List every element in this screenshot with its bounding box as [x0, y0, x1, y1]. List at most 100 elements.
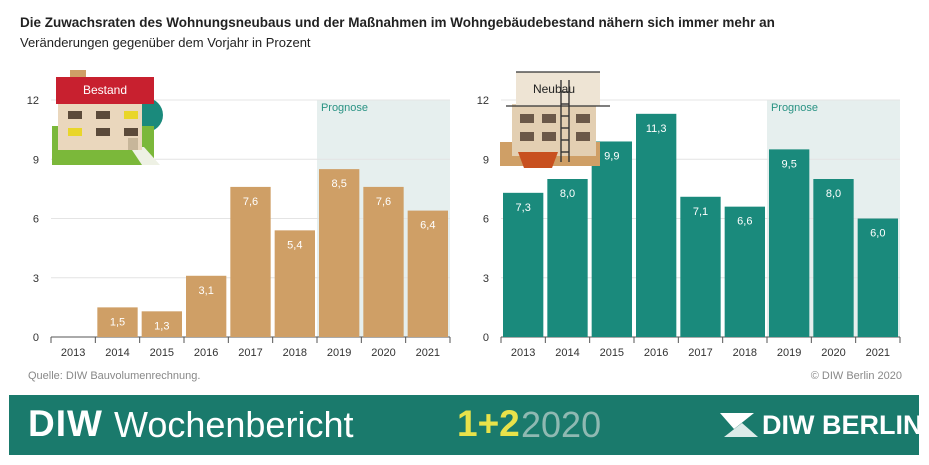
copyright-note: © DIW Berlin 2020 [810, 370, 902, 382]
bar-value-label: 7,6 [243, 196, 258, 208]
wheelbarrow-icon [518, 152, 558, 168]
bar-value-label: 8,5 [332, 178, 347, 190]
y-tick-label: 9 [33, 154, 39, 166]
bar [813, 179, 854, 337]
window-shape [96, 111, 110, 119]
window-shape [96, 128, 110, 136]
bar-value-label: 6,4 [420, 220, 435, 232]
y-tick-label: 12 [27, 95, 39, 107]
bar [591, 141, 632, 337]
chart-title: Die Zuwachsraten des Wohnungsneubaus und… [20, 15, 775, 30]
prognose-label: Prognose [771, 102, 818, 114]
bar-value-label: 7,3 [516, 202, 531, 214]
diw-berlin-logo: DIW BERLIN [720, 409, 922, 441]
window-shape [542, 114, 556, 123]
x-tick-label: 2016 [644, 347, 668, 359]
bar [769, 149, 810, 337]
window-shape [542, 132, 556, 141]
x-tick-label: 2021 [866, 347, 890, 359]
bestand-chart: Prognose 0,0 1,5 1,3 3,1 7,6 5,4 8,5 7,6 6,4 0 3 6… [27, 70, 451, 359]
window-shape [520, 114, 534, 123]
source-note: Quelle: DIW Bauvolumenrechnung. [28, 370, 201, 382]
red-roof [56, 77, 154, 104]
bar [363, 186, 404, 337]
bar-value-label: 3,1 [199, 285, 214, 297]
house-wall [512, 104, 596, 156]
chimney-shape [70, 70, 86, 79]
prognose-label: Prognose [321, 102, 368, 114]
bar [274, 230, 315, 337]
x-tick-label: 2019 [327, 347, 351, 359]
x-tick-label: 2020 [371, 347, 395, 359]
x-tick-label: 2018 [283, 347, 307, 359]
bar-value-label: 5,4 [287, 239, 302, 251]
bar [97, 307, 138, 337]
x-tick-label: 2018 [733, 347, 757, 359]
neubau-building-illustration: Neubau [500, 71, 610, 168]
y-tick-label: 3 [33, 273, 39, 285]
window-shape [576, 114, 590, 123]
issue-year: 2020 [521, 404, 602, 445]
bestand-building-illustration: Bestand [52, 70, 163, 165]
bar-value-label: 1,5 [110, 316, 125, 328]
bar [186, 275, 227, 337]
bar-value-label: 8,0 [826, 188, 841, 200]
bar [407, 210, 448, 337]
window-shape [124, 128, 138, 136]
y-tick-label: 3 [483, 273, 489, 285]
bar [636, 113, 677, 337]
bar [547, 179, 588, 337]
x-tick-label: 2013 [61, 347, 85, 359]
bar [724, 206, 765, 337]
x-tick-label: 2016 [194, 347, 218, 359]
x-tick-label: 2019 [777, 347, 801, 359]
ladder-icon [560, 80, 570, 162]
bar-value-label: 7,6 [376, 196, 391, 208]
bestand-label: Bestand [83, 83, 127, 97]
y-tick-label: 9 [483, 154, 489, 166]
bar-value-label: 9,9 [604, 150, 619, 162]
bar-value-label: 9,5 [782, 158, 797, 170]
bar-value-label: 6,6 [737, 216, 752, 228]
x-tick-label: 2013 [511, 347, 535, 359]
bar-value-label: 11,3 [646, 123, 667, 135]
scaffold-top [516, 72, 600, 106]
x-tick-label: 2015 [600, 347, 624, 359]
brand-name: DIW [28, 403, 103, 444]
door-shape [128, 138, 138, 150]
bar-value-label: 7,1 [693, 206, 708, 218]
bar [319, 169, 360, 337]
window-shape [124, 111, 138, 119]
bar [230, 186, 271, 337]
bar-value-label: 6,0 [870, 228, 885, 240]
issue-number: 1+2 [457, 403, 520, 444]
bar-value-label: 8,0 [560, 188, 575, 200]
y-tick-label: 12 [477, 95, 489, 107]
bar [857, 218, 898, 337]
publication-title: Wochenbericht [114, 404, 354, 445]
bar [680, 196, 721, 337]
chart-subtitle: Veränderungen gegenüber dem Vorjahr in P… [20, 35, 311, 50]
window-shape [576, 132, 590, 141]
y-tick-label: 0 [33, 332, 39, 344]
x-tick-label: 2020 [821, 347, 845, 359]
x-tick-label: 2014 [555, 347, 579, 359]
bar [141, 311, 182, 337]
y-tick-label: 0 [483, 332, 489, 344]
window-shape [68, 111, 82, 119]
x-tick-label: 2014 [105, 347, 129, 359]
neubau-chart: Prognose 7,3 8,0 9,9 11,3 7,1 6,6 9,5 8,0 6,0 0 3… [477, 71, 901, 359]
path-shape [130, 147, 160, 165]
x-tick-label: 2017 [238, 347, 262, 359]
x-tick-label: 2015 [150, 347, 174, 359]
bar-value-label: 1,3 [154, 320, 169, 332]
bar-value-label: 0,0 [66, 322, 81, 334]
y-tick-label: 6 [483, 214, 489, 226]
x-tick-label: 2021 [416, 347, 440, 359]
window-shape [68, 128, 82, 136]
diw-logo-icon [720, 413, 758, 437]
y-tick-label: 6 [33, 214, 39, 226]
bar [503, 192, 544, 337]
footer-banner: DIW Wochenbericht 1+2 2020 DIW BERLIN [9, 395, 922, 455]
logo-text: DIW BERLIN [762, 410, 923, 440]
